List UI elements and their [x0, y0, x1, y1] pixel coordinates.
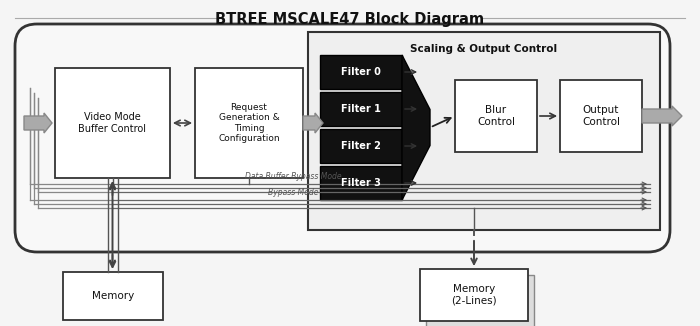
Text: Request
Generation &
Timing
Configuration: Request Generation & Timing Configuratio… — [218, 103, 280, 143]
Bar — [63, 272, 163, 320]
Text: Filter 0: Filter 0 — [341, 67, 381, 77]
FancyBboxPatch shape — [15, 24, 670, 252]
Bar — [55, 68, 170, 178]
Bar — [560, 80, 642, 152]
Text: Memory
(2-Lines): Memory (2-Lines) — [452, 284, 497, 306]
Bar — [320, 55, 402, 89]
Text: Output
Control: Output Control — [582, 105, 620, 127]
FancyArrow shape — [642, 106, 682, 126]
Bar — [426, 275, 534, 326]
Text: Filter 3: Filter 3 — [341, 178, 381, 188]
Text: Filter 2: Filter 2 — [341, 141, 381, 151]
Bar — [195, 68, 303, 178]
FancyArrow shape — [24, 113, 52, 133]
Text: Data Buffer Bypass Mode: Data Buffer Bypass Mode — [245, 172, 342, 181]
Bar — [308, 32, 660, 230]
FancyArrow shape — [303, 113, 323, 133]
Bar — [420, 269, 528, 321]
Bar — [320, 166, 402, 200]
Text: Video Mode
Buffer Control: Video Mode Buffer Control — [78, 112, 146, 134]
Bar — [320, 129, 402, 163]
Text: Bypass Mode: Bypass Mode — [268, 188, 318, 197]
Text: BTREE MSCALE47 Block Diagram: BTREE MSCALE47 Block Diagram — [216, 12, 484, 27]
Bar — [455, 80, 537, 152]
Bar — [320, 92, 402, 126]
Text: Scaling & Output Control: Scaling & Output Control — [410, 44, 558, 54]
Polygon shape — [402, 55, 430, 200]
Text: Filter 1: Filter 1 — [341, 104, 381, 114]
Text: Blur
Control: Blur Control — [477, 105, 515, 127]
Text: Memory: Memory — [92, 291, 134, 301]
